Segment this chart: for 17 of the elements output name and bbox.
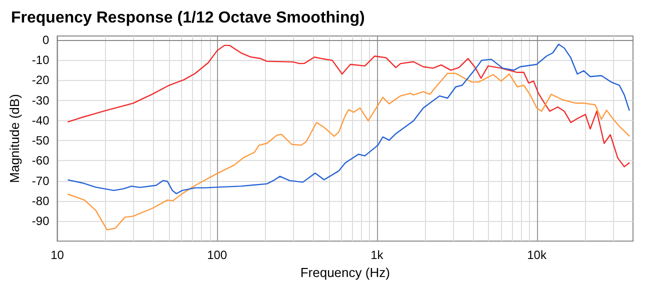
y-tick-label: 0: [42, 33, 50, 48]
y-tick-label: -40: [32, 113, 50, 128]
y-tick-label: -90: [32, 214, 50, 228]
x-tick-label: 1k: [370, 248, 384, 262]
y-tick-label: -30: [32, 93, 50, 108]
x-tick-label: 10: [50, 248, 64, 262]
y-tick-label: -70: [32, 174, 50, 188]
y-tick-label: -60: [32, 154, 50, 168]
y-tick-label: -10: [32, 53, 50, 68]
y-tick-label: -20: [32, 73, 50, 88]
x-tick-label: 10k: [527, 248, 548, 262]
y-tick-label: -50: [32, 134, 50, 148]
x-tick-label: 100: [207, 248, 228, 262]
chart-title: Frequency Response (1/12 Octave Smoothing): [11, 10, 365, 26]
x-axis-title: Frequency (Hz): [300, 265, 390, 280]
y-tick-label: -80: [32, 194, 50, 208]
y-axis-title: Magnitude (dB): [7, 94, 22, 183]
